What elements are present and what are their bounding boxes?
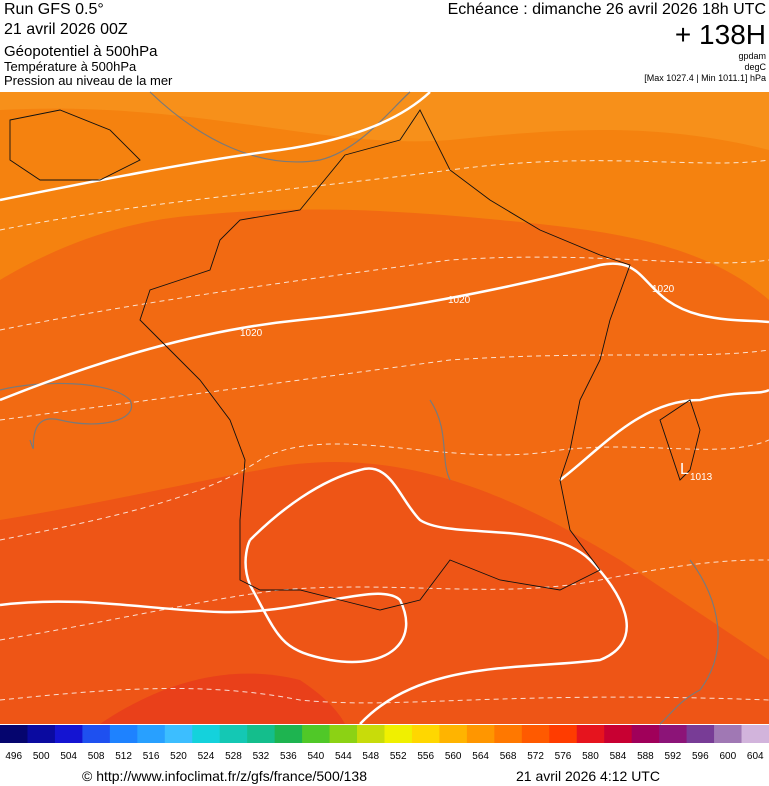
- scale-label: 504: [60, 751, 77, 762]
- scale-label: 536: [280, 751, 297, 762]
- color-scale: 496 500 504 508 512 516 520 524 528 532 536 540 544 5…: [0, 725, 769, 762]
- scale-label: 560: [445, 751, 462, 762]
- scale-swatch: [54, 725, 83, 743]
- scale-swatch: [192, 725, 221, 743]
- scale-swatch: [549, 725, 578, 743]
- scale-swatch: [357, 725, 385, 743]
- scale-swatch: [82, 725, 111, 743]
- field-2: Température à 500hPa: [4, 59, 137, 74]
- scale-swatch: [741, 725, 769, 743]
- band: [0, 92, 769, 300]
- scale-label: 564: [472, 751, 489, 762]
- scale-label: 516: [143, 751, 160, 762]
- scale-swatch: [329, 725, 358, 743]
- scale-swatch: [631, 725, 660, 743]
- scale-label: 528: [225, 751, 242, 762]
- scale-label: 584: [610, 751, 627, 762]
- scale-swatch: [494, 725, 523, 743]
- scale-label: 512: [115, 751, 132, 762]
- scale-swatch: [714, 725, 743, 743]
- scale-swatch: [411, 725, 440, 743]
- scale-swatch: [384, 725, 413, 743]
- scale-label: 532: [253, 751, 270, 762]
- contour-label: 1020: [240, 328, 263, 339]
- scale-swatch: [137, 725, 166, 743]
- scale-label: 572: [527, 751, 544, 762]
- scale-swatch: [247, 725, 276, 743]
- map-area: 1020 1020 1020 L 1013: [0, 91, 769, 725]
- geopotential: [0, 91, 719, 725]
- scale-label: 548: [362, 751, 379, 762]
- scale-swatch: [27, 725, 56, 743]
- band: [100, 673, 345, 724]
- field-3: Pression au niveau de la mer: [4, 73, 173, 88]
- scale-label: 588: [637, 751, 654, 762]
- scale-swatch: [686, 725, 715, 743]
- echeance: Echéance : dimanche 26 avril 2026 18h UT…: [448, 1, 766, 18]
- scale-swatch: [219, 725, 248, 743]
- scale-label: 496: [5, 751, 22, 762]
- low-marker: L: [680, 461, 689, 478]
- scale-swatch: [302, 725, 331, 743]
- contour-label: 1013: [690, 472, 713, 483]
- scale-label: 524: [198, 751, 215, 762]
- scale-label: 576: [555, 751, 572, 762]
- run-date: 21 avril 2026 00Z: [4, 21, 128, 38]
- run: Run GFS 0.5°: [4, 1, 104, 18]
- scale-swatch: [0, 725, 28, 743]
- horizon: + 138H: [675, 19, 766, 50]
- scale-swatch: [604, 725, 633, 743]
- contour-label: 1020: [448, 295, 471, 306]
- unit-2: degC: [744, 62, 766, 72]
- scale-label: 592: [665, 751, 682, 762]
- scale-label: 508: [88, 751, 105, 762]
- scale-label: 568: [500, 751, 517, 762]
- contour-label: 1020: [652, 284, 675, 295]
- scale-label: 596: [692, 751, 709, 762]
- isotherms: [0, 159, 769, 704]
- scale-label: 604: [747, 751, 764, 762]
- unit-1: gpdam: [738, 51, 766, 61]
- scale-swatch: [521, 725, 550, 743]
- scale-swatch: [274, 725, 303, 743]
- scale-swatch: [466, 725, 495, 743]
- scale-swatch: [109, 725, 138, 743]
- source-url: © http://www.infoclimat.fr/z/gfs/france/…: [82, 768, 367, 784]
- field-1: Géopotentiel à 500hPa: [4, 43, 158, 60]
- scale-swatch: [576, 725, 605, 743]
- scale-label: 500: [33, 751, 50, 762]
- scale-label: 540: [307, 751, 324, 762]
- scale-label: 600: [719, 751, 736, 762]
- timestamp: 21 avril 2026 4:12 UTC: [516, 768, 660, 784]
- scale-label: 556: [417, 751, 434, 762]
- scale-swatch: [164, 725, 193, 743]
- isobars: [0, 91, 769, 725]
- scale-swatch: [659, 725, 688, 743]
- scale-label: 520: [170, 751, 187, 762]
- scale-label: 580: [582, 751, 599, 762]
- range: [Max 1027.4 | Min 1011.1] hPa: [644, 73, 766, 83]
- borders: [9, 109, 701, 611]
- scale-label: 544: [335, 751, 352, 762]
- scale-swatch: [439, 725, 468, 743]
- scale-label: 552: [390, 751, 407, 762]
